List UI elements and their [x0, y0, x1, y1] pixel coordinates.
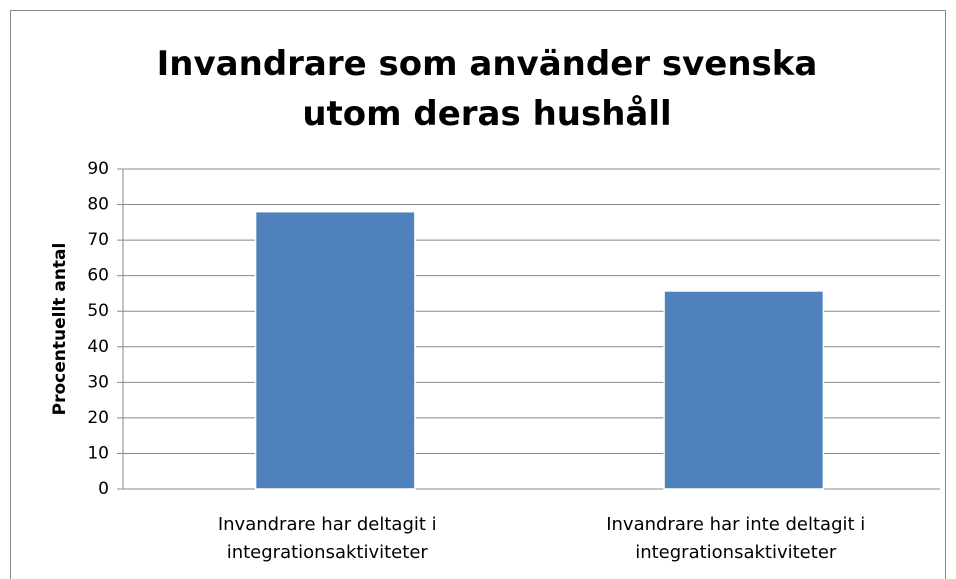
- chart-title: Invandrare som använder svenska utom dera…: [157, 44, 818, 134]
- y-tick-label: 50: [87, 301, 109, 321]
- bar: [663, 290, 825, 490]
- y-tick-label: 80: [87, 195, 109, 215]
- y-tick-label: 0: [98, 479, 109, 499]
- y-tick-label: 20: [87, 408, 109, 428]
- y-axis-label: Procentuellt antal: [50, 243, 70, 416]
- x-tick-label: Invandrare har inte deltagit i integratio…: [606, 514, 865, 563]
- y-tick-label: 40: [87, 337, 109, 357]
- y-tick-label: 30: [87, 372, 109, 392]
- y-tick-label: 60: [87, 266, 109, 286]
- y-tick-label: 90: [87, 159, 109, 179]
- x-tick-label: Invandrare har deltagit i integrationsakt…: [218, 514, 437, 563]
- bar: [254, 210, 416, 490]
- y-tick-label: 70: [87, 230, 109, 250]
- y-tick-label: 10: [87, 443, 109, 463]
